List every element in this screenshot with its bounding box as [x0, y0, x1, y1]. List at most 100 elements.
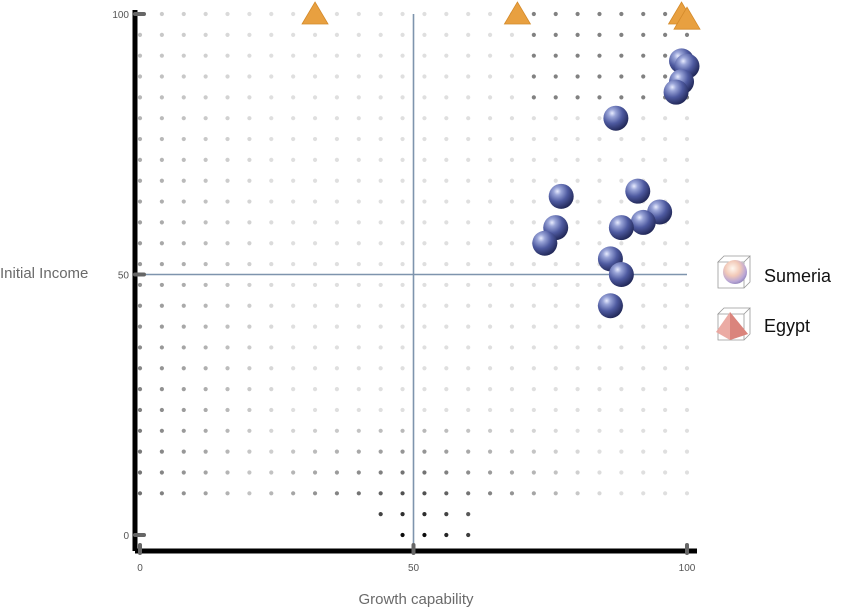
- density-dot: [553, 407, 558, 413]
- density-dot: [159, 220, 164, 225]
- density-dot: [597, 491, 602, 496]
- density-dot: [356, 241, 361, 246]
- density-dot: [400, 220, 405, 225]
- density-dot: [487, 345, 493, 350]
- density-dot: [509, 199, 515, 204]
- density-dot: [400, 95, 405, 100]
- density-dot: [684, 136, 690, 142]
- density-dot: [291, 324, 296, 329]
- density-dot: [422, 366, 427, 371]
- density-dot: [531, 387, 536, 392]
- density-dot: [422, 136, 427, 142]
- density-dot: [466, 303, 471, 308]
- density-dot: [291, 53, 296, 58]
- density-dot: [378, 491, 383, 496]
- density-dot: [181, 95, 186, 100]
- density-dot: [247, 387, 252, 392]
- density-dot: [531, 366, 536, 371]
- density-dot: [312, 74, 318, 79]
- density-dot: [203, 116, 208, 121]
- density-dot: [159, 178, 164, 183]
- density-dot: [444, 53, 449, 58]
- density-dot: [641, 136, 646, 142]
- density-dot: [641, 32, 646, 37]
- density-dot: [553, 366, 558, 371]
- density-dot: [378, 282, 383, 288]
- density-dot: [356, 261, 361, 267]
- density-dot: [181, 428, 186, 433]
- density-dot: [509, 428, 515, 433]
- density-dot: [247, 407, 252, 413]
- density-dot: [487, 32, 493, 37]
- density-dot: [378, 387, 383, 392]
- density-dot: [597, 53, 602, 58]
- y-axis-title: Initial Income: [0, 265, 88, 282]
- density-dot: [422, 74, 427, 79]
- density-dot: [225, 387, 230, 392]
- density-dot: [487, 428, 493, 433]
- density-dot: [159, 282, 164, 288]
- density-dot: [487, 387, 493, 392]
- density-dot: [619, 11, 624, 17]
- density-dot: [312, 157, 318, 162]
- density-dot: [334, 136, 340, 142]
- density-dot: [159, 199, 164, 204]
- density-dot: [203, 178, 208, 183]
- density-dot: [422, 116, 427, 121]
- density-dot: [203, 157, 208, 162]
- density-dot: [269, 407, 274, 413]
- density-dot: [466, 53, 471, 58]
- density-dot: [159, 345, 164, 350]
- density-dot: [663, 470, 668, 475]
- density-dot: [597, 136, 602, 142]
- density-dot: [487, 136, 493, 142]
- density-dot: [181, 199, 186, 204]
- density-dot: [247, 11, 252, 17]
- density-dot: [553, 157, 558, 162]
- density-dot: [400, 157, 405, 162]
- density-dot: [181, 470, 186, 475]
- density-dot: [400, 449, 405, 454]
- density-dot: [466, 199, 471, 204]
- density-dot: [597, 470, 602, 475]
- density-dot: [641, 95, 646, 100]
- density-dot: [312, 345, 318, 350]
- density-dot: [312, 95, 318, 100]
- density-dot: [225, 11, 230, 17]
- density-dot: [444, 74, 449, 79]
- density-dot: [203, 95, 208, 100]
- density-dot: [575, 303, 580, 308]
- density-dot: [356, 428, 361, 433]
- density-dot: [291, 303, 296, 308]
- density-dot: [422, 157, 427, 162]
- density-dot: [684, 261, 690, 267]
- density-dot: [334, 178, 340, 183]
- density-dot: [531, 220, 536, 225]
- density-dot: [159, 491, 164, 496]
- density-dot: [487, 199, 493, 204]
- density-dot: [575, 366, 580, 371]
- density-dot: [444, 324, 449, 329]
- density-dot: [378, 366, 383, 371]
- density-dot: [203, 241, 208, 246]
- density-dot: [203, 220, 208, 225]
- x-tick-label: 50: [408, 563, 420, 574]
- density-dot: [225, 95, 230, 100]
- density-dot: [291, 428, 296, 433]
- density-dot: [641, 387, 646, 392]
- density-dot: [378, 116, 383, 121]
- density-dot: [312, 220, 318, 225]
- density-dot: [247, 345, 252, 350]
- density-dot: [553, 261, 558, 267]
- density-dot: [575, 261, 580, 267]
- x-tick-label: 100: [679, 563, 696, 574]
- y-tick-label: 50: [118, 271, 130, 282]
- density-dot: [531, 95, 536, 100]
- density-dot: [466, 491, 471, 496]
- density-dot: [422, 241, 427, 246]
- density-dot: [159, 449, 164, 454]
- density-dot: [247, 261, 252, 267]
- density-dot: [312, 407, 318, 413]
- density-dot: [487, 282, 493, 288]
- density-dot: [400, 241, 405, 246]
